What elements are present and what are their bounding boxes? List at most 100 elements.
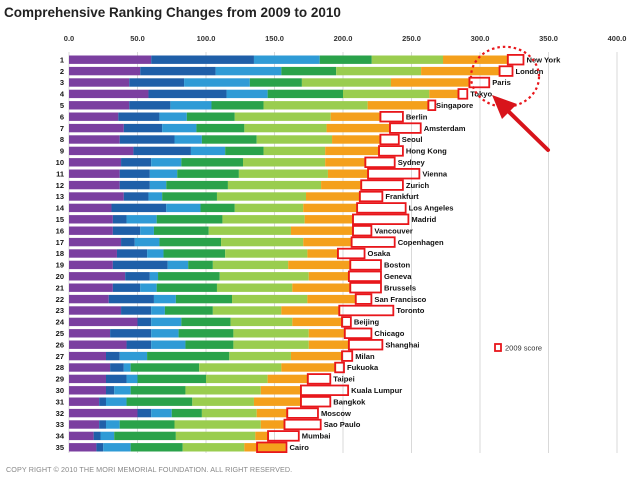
bar-segment (105, 397, 127, 406)
bar-segment (133, 146, 191, 156)
bar-segment (166, 180, 228, 190)
rank-label: 26 (56, 340, 64, 349)
bar-segment (123, 363, 131, 372)
bar-segment (148, 89, 227, 99)
bar-segment (112, 283, 141, 292)
rank-label: 12 (56, 181, 64, 190)
bar-segment (206, 374, 268, 384)
score-2009-marker (457, 88, 469, 100)
score-2009-marker (286, 407, 319, 419)
bar-segment (175, 294, 233, 304)
rank-label: 4 (60, 90, 65, 99)
score-2009-markers (256, 54, 525, 454)
score-2009-marker (506, 54, 525, 66)
rank-label: 3 (60, 78, 64, 87)
score-2009-marker (352, 224, 373, 237)
bar-segment (177, 169, 239, 178)
bar-segment (112, 226, 141, 235)
bar-segment (222, 215, 305, 224)
bar-segment (325, 158, 367, 167)
bar-segment (390, 78, 471, 87)
rank-label: 35 (56, 443, 64, 452)
bar-segment (156, 283, 217, 292)
score-2009-marker (379, 111, 404, 123)
bar-segment (186, 112, 235, 121)
bar-segment (111, 203, 167, 213)
bar-segment (119, 169, 150, 178)
bar-segment (171, 408, 202, 418)
score-2009-marker (379, 133, 400, 146)
bar-segment (211, 101, 264, 110)
bar-segment (330, 112, 382, 121)
bar-segment (230, 317, 293, 327)
bar-segment (212, 306, 282, 315)
city-label: Copenhagen (398, 238, 444, 247)
bar-segment (99, 420, 106, 429)
rank-label: 31 (56, 397, 64, 406)
city-label: Seoul (402, 135, 423, 144)
bar-segment (112, 215, 127, 224)
bar-segment (199, 363, 282, 372)
score-2009-marker (354, 293, 373, 305)
bar-segment (126, 374, 138, 384)
bar-segment (421, 66, 501, 76)
rank-label: 27 (56, 352, 64, 361)
bar-segment (140, 226, 154, 235)
rank-label: 29 (56, 375, 64, 384)
legend-marker (494, 343, 502, 352)
bar-segment (69, 260, 113, 270)
city-label: Chicago (374, 329, 404, 338)
bar-segment (100, 431, 115, 441)
bar-segment (69, 158, 122, 167)
bar-segment (188, 260, 213, 270)
bar-segment (260, 420, 286, 429)
bar-segment (151, 306, 165, 315)
rank-label: 17 (56, 238, 64, 247)
bar-segment (182, 443, 245, 452)
score-2009-marker (299, 384, 350, 397)
bar-segment (69, 420, 100, 429)
bar-segment (151, 55, 254, 64)
bar-segment (429, 89, 460, 99)
city-label: Sydney (398, 158, 426, 167)
bar-segment (263, 146, 326, 156)
bar-segment (148, 192, 163, 201)
bar-segment (281, 363, 337, 372)
score-2009-marker (427, 99, 437, 112)
bar-segment (304, 215, 354, 224)
legend-label: 2009 score (505, 344, 542, 353)
bar-segment (137, 317, 152, 327)
x-tick-label: 200.0 (334, 34, 353, 43)
bar-segment (93, 431, 101, 441)
score-2009-marker (352, 213, 410, 226)
bar-segment (225, 249, 308, 258)
bar-segment (225, 146, 264, 156)
city-label: Sao Paulo (324, 420, 361, 429)
annotations (469, 45, 550, 152)
score-2009-marker (343, 327, 373, 340)
rank-label: 32 (56, 409, 64, 418)
bar-segment (130, 363, 200, 372)
bar-segment (263, 101, 368, 110)
bar-segment (140, 283, 157, 292)
highlight-arrow (503, 106, 550, 152)
bar-segment (216, 192, 307, 201)
score-2009-marker (334, 361, 345, 374)
bar-segment (69, 317, 138, 327)
rank-label: 6 (60, 112, 64, 121)
bar-segment (69, 237, 122, 247)
bar-segment (227, 180, 322, 190)
x-tick-label: 350.0 (539, 34, 558, 43)
bar-segment (103, 443, 131, 452)
x-tick-label: 250.0 (402, 34, 421, 43)
bar-segment (137, 374, 206, 384)
score-2009-marker (347, 270, 382, 283)
city-label: Fukuoka (347, 363, 379, 372)
score-2009-marker (256, 441, 288, 454)
bar-segment (327, 169, 370, 178)
rank-label: 5 (60, 101, 64, 110)
score-2009-marker (350, 236, 396, 248)
bar-segment (69, 89, 149, 99)
rank-label: 2 (60, 67, 64, 76)
bar-segment (181, 158, 243, 167)
